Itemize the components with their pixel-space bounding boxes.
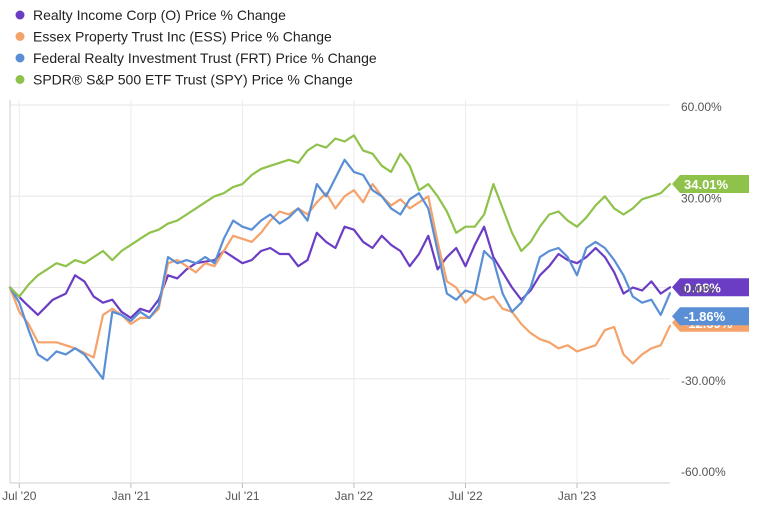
x-tick-label: Jul '20 — [2, 489, 37, 503]
x-tick-label: Jul '21 — [225, 489, 260, 503]
x-tick-label: Jul '22 — [448, 489, 483, 503]
series-line-1 — [8, 183, 672, 365]
x-tick-label: Jan '21 — [112, 489, 151, 503]
end-value-label-2: -1.86% — [684, 309, 726, 324]
end-value-tag-0 — [672, 278, 749, 297]
y-tick-label: -60.00% — [681, 465, 726, 479]
series-layer — [8, 134, 672, 380]
legend-marker-3 — [15, 75, 25, 84]
series-line-2 — [8, 158, 672, 380]
y-tick-label: 60.00% — [681, 100, 722, 114]
y-tick-label: -30.00% — [681, 374, 726, 388]
x-tick-label: Jan '23 — [558, 489, 597, 503]
legend-entry-3: SPDR® S&P 500 ETF Trust (SPY) Price % Ch… — [33, 72, 353, 88]
series-line-0 — [8, 225, 672, 319]
end-value-label-3: 34.01% — [684, 177, 729, 192]
end-value-tag-3 — [672, 175, 749, 194]
end-value-tag-2 — [672, 307, 749, 326]
legend-entry-1: Essex Property Trust Inc (ESS) Price % C… — [33, 29, 332, 45]
end-value-label-0: 0.08% — [684, 280, 721, 295]
series-line-3 — [8, 134, 672, 298]
legend: Realty Income Corp (O) Price % Change Ess… — [15, 7, 377, 88]
axis-layer: 60.00% 30.00% 0.00% -30.00% -60.00% Jul '20 Ja… — [2, 100, 726, 503]
legend-marker-1 — [15, 32, 25, 41]
x-tick-label: Jan '22 — [335, 489, 374, 503]
y-tick-label: 30.00% — [681, 191, 722, 205]
end-label-layer: 0.08%-12.59%-1.86%34.01% — [672, 175, 749, 332]
legend-marker-2 — [15, 53, 25, 63]
legend-marker-0 — [15, 10, 25, 20]
legend-entry-0: Realty Income Corp (O) Price % Change — [33, 7, 286, 23]
y-tick-label: 0.00% — [681, 283, 715, 297]
legend-entry-2: Federal Realty Investment Trust (FRT) Pr… — [33, 50, 377, 66]
grid-layer — [9, 100, 670, 484]
